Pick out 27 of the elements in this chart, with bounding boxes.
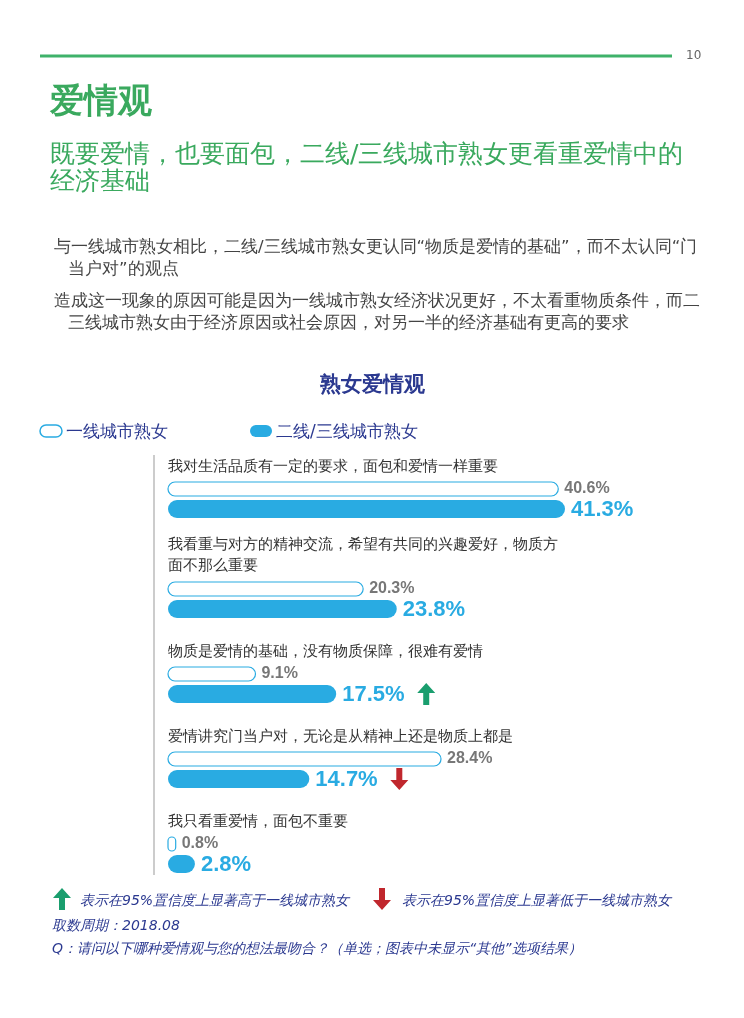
data-label: 17.5% xyxy=(342,681,405,707)
legend-label: 一线城市熟女 xyxy=(66,420,168,443)
data-label: 2.8% xyxy=(200,851,252,877)
annotation: 表示在95%置信度上显著高于一线城市熟女 xyxy=(80,892,350,910)
text: Q：请问以下哪种爱情观与您的想法最吻合？（单选；图表中未显示“其他”选项结果） xyxy=(52,940,582,958)
y-tick-label: 爱情讲究门当户对，无论是从精神上还是物质上都是 xyxy=(168,726,514,747)
data-label: 41.3% xyxy=(571,496,634,522)
text: 熟女爱情观 xyxy=(318,371,426,398)
data-label: 0.8% xyxy=(181,834,219,852)
data-label: 28.4% xyxy=(446,749,493,767)
legend-label: 二线/三线城市熟女 xyxy=(276,420,418,443)
text: 造成这一现象的原因可能是因为一线城市熟女经济状况更好，不太看重物质条件，而二三线城市熟女由于经济原因或社会原因，对另一半的经济基础有更高的要求 xyxy=(53,290,701,334)
text: 10 xyxy=(686,48,702,62)
data-label: 9.1% xyxy=(261,664,298,682)
data-label: 40.6% xyxy=(564,479,610,497)
annotation: 表示在95%置信度上显著低于一线城市熟女 xyxy=(402,892,672,910)
data-label: 23.8% xyxy=(402,596,466,622)
chart-title: 爱情观 xyxy=(50,79,152,122)
y-tick-label: 我只看重爱情，面包不重要 xyxy=(168,811,349,832)
y-tick-label: 物质是爱情的基础，没有物质保障，很难有爱情 xyxy=(168,641,484,662)
y-tick-label: 我看重与对方的精神交流，希望有共同的兴趣爱好，物质方面不那么重要 xyxy=(168,534,558,576)
text: 与一线城市熟女相比，二线/三线城市熟女更认同“物质是爱情的基础”，而不太认同“门当户对”的观点 xyxy=(53,236,699,280)
chart-subtitle: 既要爱情，也要面包，二线/三线城市熟女更看重爱情中的经济基础 xyxy=(50,139,685,195)
data-label: 20.3% xyxy=(369,579,415,597)
text: 取数周期：2018.08 xyxy=(52,917,180,935)
data-label: 14.7% xyxy=(315,766,378,792)
y-tick-label: 我对生活品质有一定的要求，面包和爱情一样重要 xyxy=(168,456,499,477)
